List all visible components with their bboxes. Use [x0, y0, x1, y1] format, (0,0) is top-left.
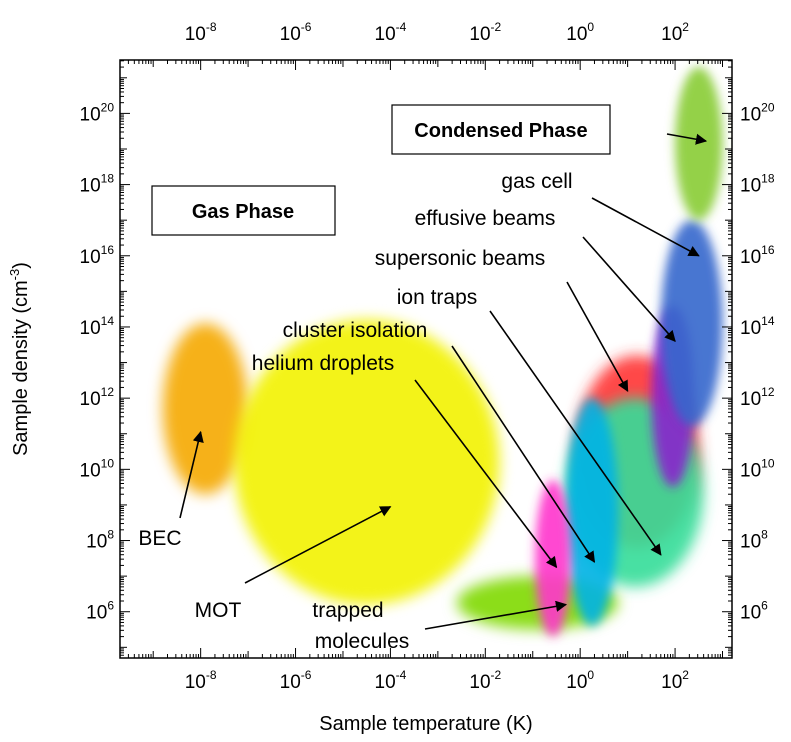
annotation-trapped-line2: molecules — [315, 630, 410, 653]
x-tick-label-top: 10-6 — [280, 20, 312, 45]
region-bec — [162, 323, 249, 495]
x-tick-label-bottom: 10-4 — [375, 668, 407, 693]
annotation-gas-cell: gas cell — [501, 170, 572, 193]
arrow-gas-cell — [591, 197, 700, 257]
phase-label-condensed: Condensed Phase — [391, 104, 611, 155]
region-cluster-isolation — [565, 398, 619, 626]
arrow-helium-droplets — [414, 379, 558, 569]
arrow-condensed-phase — [666, 133, 708, 145]
annotation-helium-droplets: helium droplets — [252, 352, 394, 375]
gas-phase-text: Gas Phase — [192, 201, 294, 223]
region-condensed-phase — [675, 67, 723, 221]
x-tick-label-bottom: 10-8 — [185, 668, 217, 693]
axis-tick-labels: 10-8 10-8 10-6 10-6 10-4 10-4 10-2 10-2 100 100 10… — [80, 20, 775, 693]
y-tick-label-left: 108 — [86, 528, 114, 553]
annotation-effusive-beams: effusive beams — [415, 207, 556, 230]
annotation-trapped-line1: trapped — [312, 599, 383, 622]
arrow-trapped-molecules — [424, 600, 568, 630]
condensed-phase-box — [391, 104, 611, 155]
x-tick-label-top: 10-4 — [375, 20, 407, 45]
y-tick-label-right: 1020 — [740, 100, 775, 125]
y-tick-label-left: 1016 — [80, 243, 115, 268]
x-tick-label-bottom: 102 — [661, 668, 689, 693]
annotation-mot: MOT — [195, 599, 242, 622]
y-tick-label-right: 108 — [740, 528, 768, 553]
region-gas-cell — [660, 220, 723, 427]
y-tick-label-right: 106 — [740, 599, 768, 624]
x-tick-label-top: 100 — [566, 20, 594, 45]
region-helium-droplets — [535, 480, 571, 637]
arrow-ion-traps — [489, 310, 662, 556]
annotation-cluster-isolation: cluster isolation — [283, 319, 428, 342]
gas-phase-box — [151, 185, 336, 236]
region-mot — [233, 319, 500, 605]
y-tick-label-right: 1010 — [740, 456, 775, 481]
arrow-cluster-isolation — [451, 345, 596, 563]
x-tick-label-bottom: 100 — [566, 668, 594, 693]
arrow-supersonic-beams — [566, 281, 629, 393]
phase-label-gas: Gas Phase — [151, 185, 336, 236]
x-tick-label-top: 102 — [661, 20, 689, 45]
axis-ticks — [119, 60, 732, 658]
annotation-ion-traps: ion traps — [397, 286, 478, 309]
condensed-phase-text: Condensed Phase — [414, 120, 587, 142]
arrow-mot — [244, 506, 392, 584]
y-tick-label-right: 1012 — [740, 385, 775, 410]
y-tick-label-left: 1010 — [80, 456, 115, 481]
annotations: BEC MOT trapped molecules helium droplets… — [138, 133, 708, 653]
annotation-supersonic-beams: supersonic beams — [375, 247, 545, 270]
annotation-bec: BEC — [138, 527, 181, 550]
annotation-trapped-molecules: trapped molecules — [312, 599, 409, 653]
y-tick-label-right: 1016 — [740, 243, 775, 268]
x-tick-label-top: 10-2 — [469, 20, 501, 45]
x-tick-label-top: 10-8 — [185, 20, 217, 45]
plot-regions — [162, 67, 723, 637]
y-tick-label-right: 1014 — [740, 314, 775, 339]
y-tick-label-left: 1018 — [80, 172, 115, 197]
y-tick-label-left: 1012 — [80, 385, 115, 410]
plot-frame — [119, 59, 733, 659]
arrow-effusive-beams — [582, 236, 676, 343]
x-axis-title: Sample temperature (K) — [319, 713, 532, 735]
y-axis-title: Sample density (cm-3) — [7, 262, 32, 456]
y-tick-label-right: 1018 — [740, 172, 775, 197]
arrow-bec — [179, 430, 204, 519]
y-tick-label-left: 106 — [86, 599, 114, 624]
y-tick-label-left: 1014 — [80, 314, 115, 339]
x-tick-label-bottom: 10-6 — [280, 668, 312, 693]
x-tick-label-bottom: 10-2 — [469, 668, 501, 693]
y-tick-label-left: 1020 — [80, 100, 115, 125]
